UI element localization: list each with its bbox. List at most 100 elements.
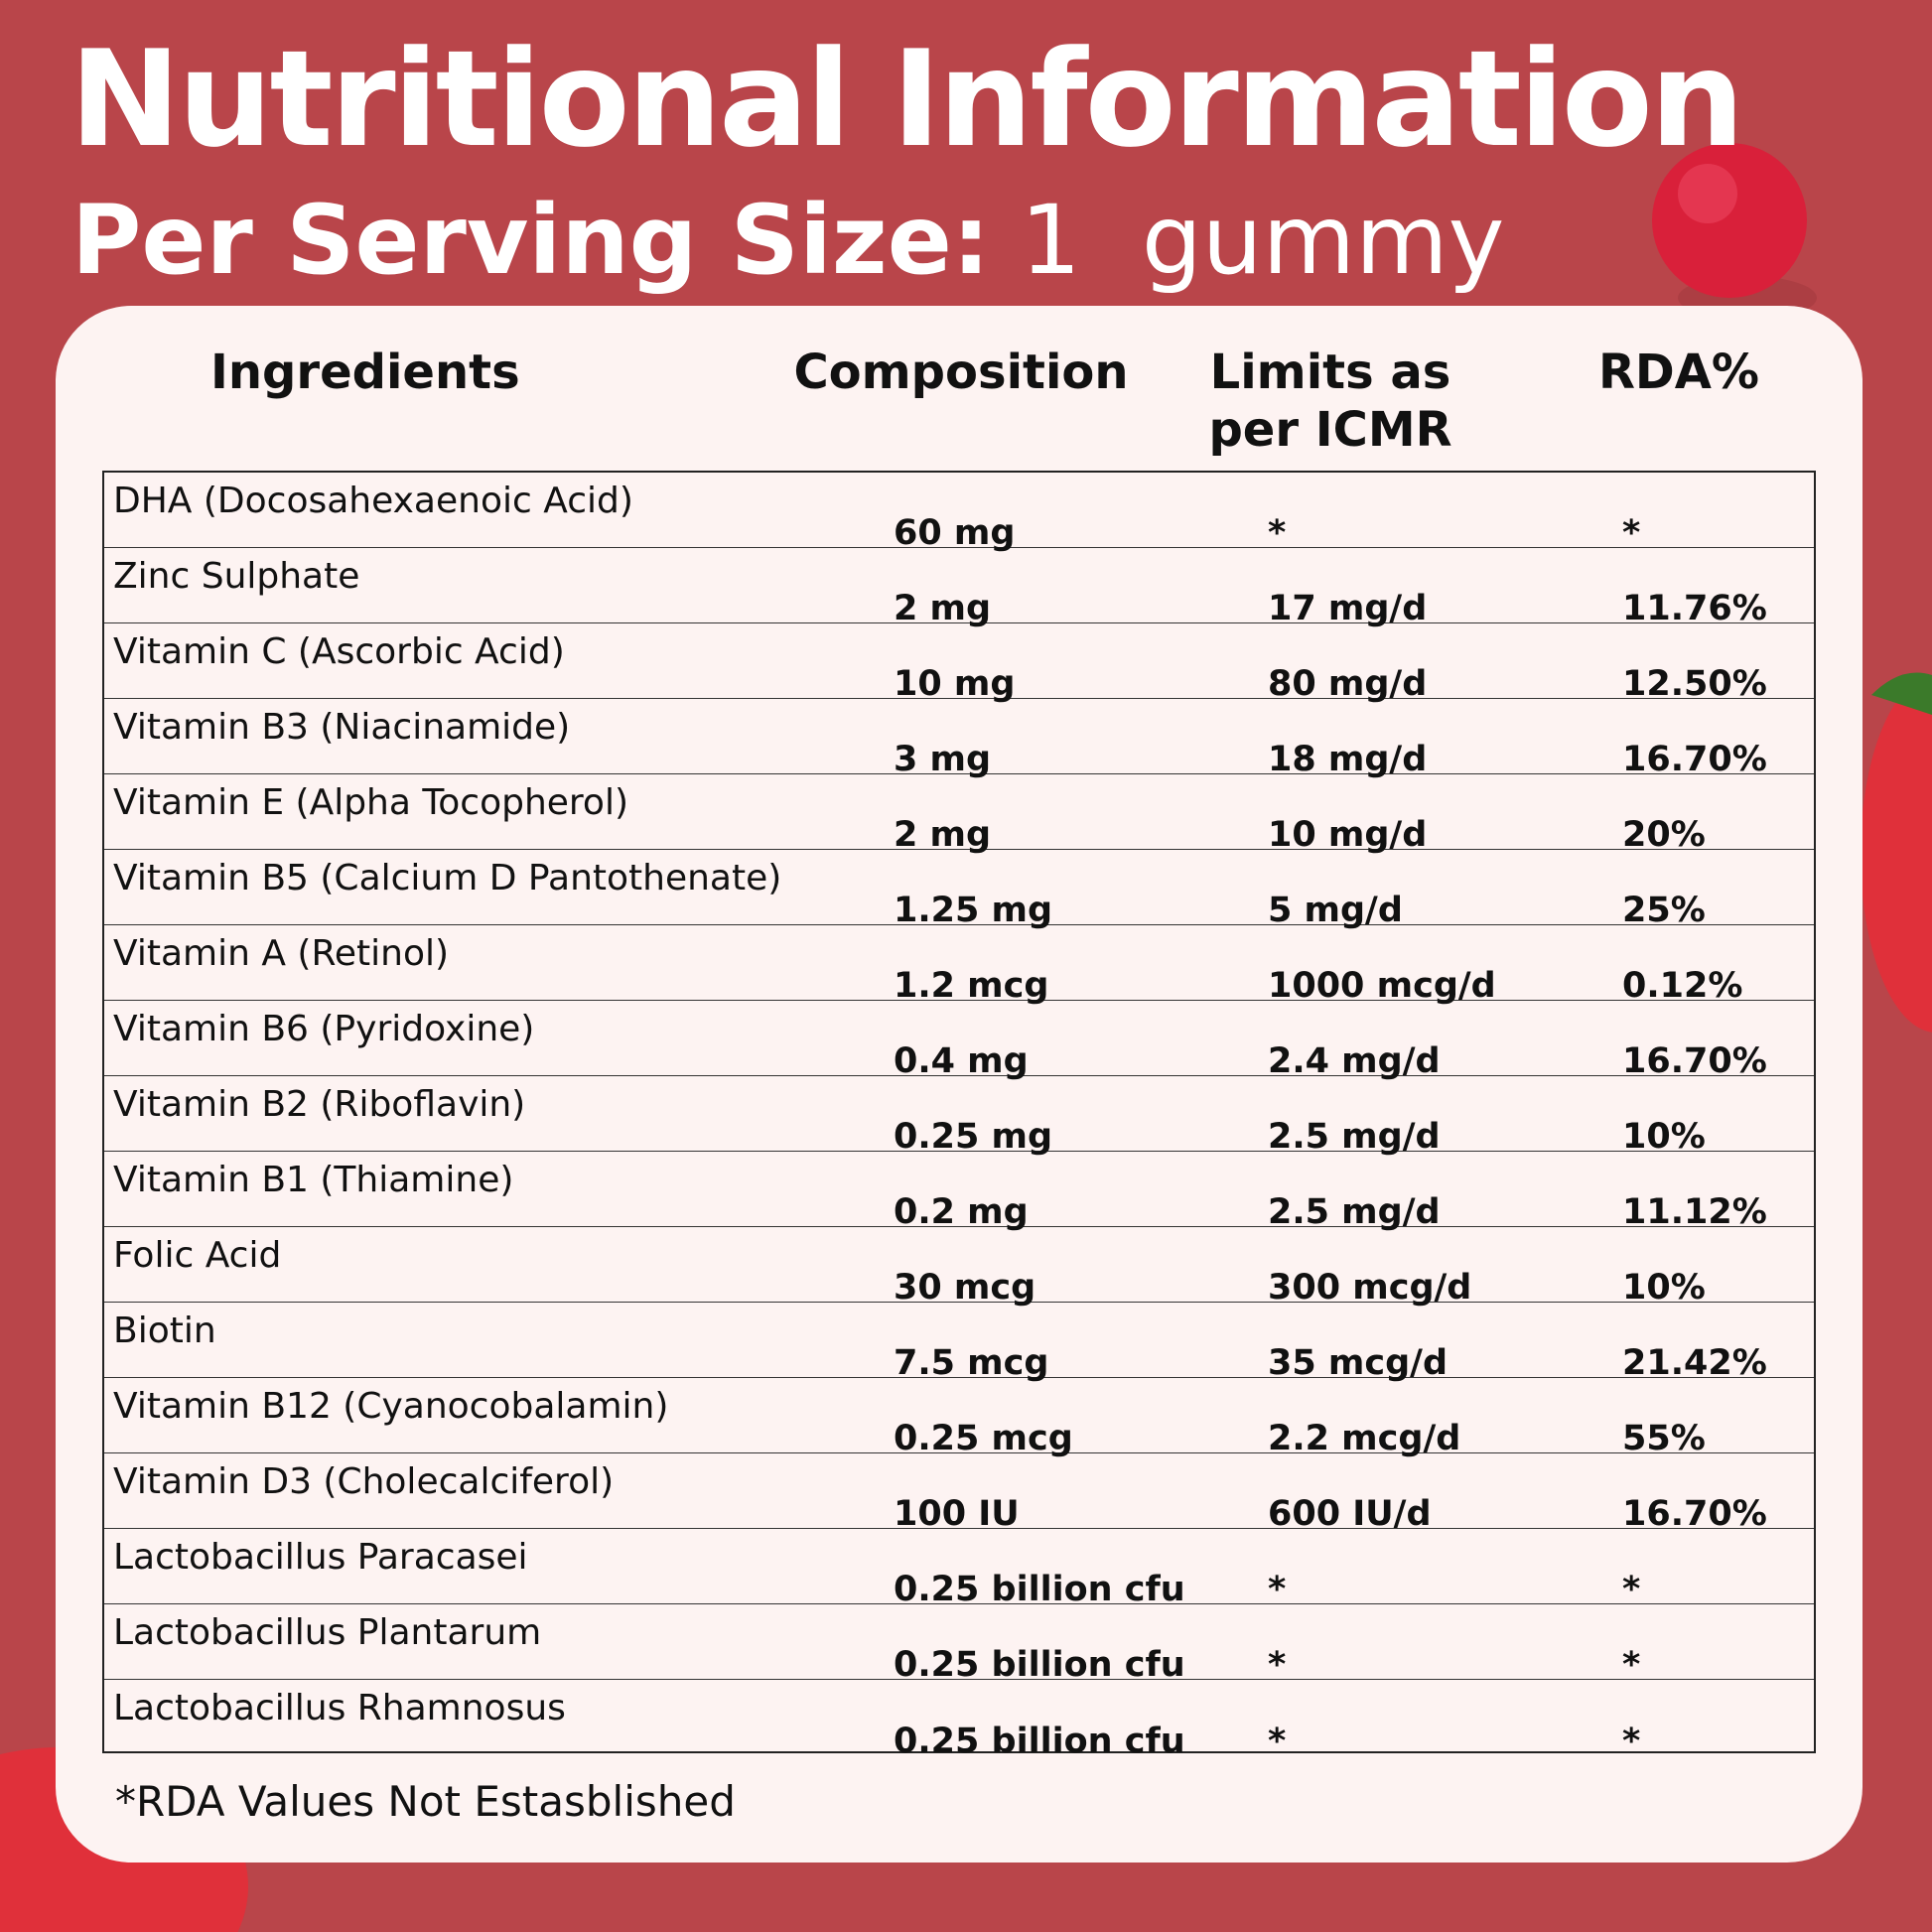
footnote: *RDA Values Not Estasblished — [115, 1777, 736, 1826]
table-row: Vitamin B1 (Thiamine) 0.2 mg 2.5 mg/d 11.12… — [104, 1152, 1814, 1232]
table-cell: 100 IU — [894, 1494, 1020, 1534]
table-row: Zinc Sulphate 2 mg 17 mg/d 11.76% — [104, 548, 1814, 628]
table-row: Vitamin A (Retinol) 1.2 mcg 1000 mcg/d 0.12… — [104, 925, 1814, 1006]
table-cell: 0.25 billion cfu — [894, 1570, 1185, 1609]
table-cell: 11.76% — [1622, 589, 1767, 628]
table-row: Lactobacillus Plantarum 0.25 billion cfu *… — [104, 1604, 1814, 1685]
table-cell: 10 mg — [894, 664, 1016, 704]
table-cell: * — [1268, 1570, 1287, 1609]
table-cell: Vitamin A (Retinol) — [113, 933, 450, 974]
table-cell: 20% — [1622, 815, 1706, 855]
table-cell: 11.12% — [1622, 1192, 1767, 1232]
table: DHA (Docosahexaenoic Acid) 60 mg * * Zinc Su… — [102, 471, 1816, 1761]
table-cell: * — [1268, 1645, 1287, 1685]
table-cell: 0.4 mg — [894, 1041, 1029, 1081]
table-cell: 7.5 mcg — [894, 1343, 1049, 1383]
table-cell: 2.5 mg/d — [1268, 1192, 1441, 1232]
table-cell: Biotin — [113, 1311, 216, 1351]
table-cell: 10 mg/d — [1268, 815, 1428, 855]
table-cell: Vitamin B1 (Thiamine) — [113, 1160, 514, 1200]
table-cell: 600 IU/d — [1268, 1494, 1432, 1534]
table-cell: 5 mg/d — [1268, 891, 1403, 930]
title: Nutritional Information — [69, 22, 1744, 177]
table-row: Folic Acid 30 mcg 300 mcg/d 10% — [104, 1227, 1814, 1308]
table-cell: Lactobacillus Paracasei — [113, 1537, 528, 1578]
table-row: Vitamin D3 (Cholecalciferol) 100 IU 600 IU… — [104, 1453, 1814, 1534]
table-cell: * — [1268, 513, 1287, 553]
table-cell: 2 mg — [894, 815, 992, 855]
column-header: RDA% — [1597, 345, 1760, 400]
table-cell: 0.25 billion cfu — [894, 1645, 1185, 1685]
table-cell: DHA (Docosahexaenoic Acid) — [113, 481, 633, 521]
table-cell: Vitamin E (Alpha Tocopherol) — [113, 782, 628, 823]
table-row: Vitamin E (Alpha Tocopherol) 2 mg 10 mg/d 2… — [104, 774, 1814, 855]
column-header: Limits as per ICMR — [1208, 345, 1452, 458]
table-cell: 3 mg — [894, 740, 992, 779]
table-cell: Folic Acid — [113, 1235, 282, 1276]
table-row: Lactobacillus Rhamnosus 0.25 billion cfu *… — [104, 1680, 1814, 1761]
column-header: Composition — [793, 345, 1129, 400]
table-cell: 30 mcg — [894, 1268, 1036, 1308]
table-row: Vitamin C (Ascorbic Acid) 10 mg 80 mg/d 12.… — [104, 623, 1814, 704]
table-row: Vitamin B3 (Niacinamide) 3 mg 18 mg/d 16.70… — [104, 699, 1814, 779]
raspberry-highlight — [1678, 164, 1737, 223]
table-cell: 1.2 mcg — [894, 966, 1049, 1006]
table-cell: 1000 mcg/d — [1268, 966, 1496, 1006]
table-row: Vitamin B12 (Cyanocobalamin) 0.25 mcg 2.2 … — [104, 1378, 1814, 1458]
column-header: Ingredients — [210, 345, 520, 400]
subtitle: Per Serving Size: 1 gummy — [71, 185, 1504, 296]
strawberry-right — [1861, 675, 1932, 1033]
strawberry-leaf — [1871, 672, 1932, 715]
table-cell: 2 mg — [894, 589, 992, 628]
table-cell: Vitamin D3 (Cholecalciferol) — [113, 1461, 615, 1502]
table-cell: * — [1622, 513, 1641, 553]
table-cell: 25% — [1622, 891, 1706, 930]
table-cell: Vitamin B5 (Calcium D Pantothenate) — [113, 858, 782, 898]
table-cell: * — [1268, 1722, 1287, 1761]
table-cell: * — [1622, 1722, 1641, 1761]
table-cell: 16.70% — [1622, 1041, 1767, 1081]
table-cell: 16.70% — [1622, 740, 1767, 779]
table-cell: Vitamin B2 (Riboflavin) — [113, 1084, 526, 1125]
table-cell: 0.25 billion cfu — [894, 1722, 1185, 1761]
table-row: Vitamin B2 (Riboflavin) 0.25 mg 2.5 mg/d 10… — [104, 1076, 1814, 1157]
table-cell: 35 mcg/d — [1268, 1343, 1448, 1383]
table-cell: Vitamin B12 (Cyanocobalamin) — [113, 1386, 669, 1427]
table-cell: Vitamin B6 (Pyridoxine) — [113, 1009, 535, 1049]
table-cell: 2.5 mg/d — [1268, 1117, 1441, 1157]
table-cell: 80 mg/d — [1268, 664, 1428, 704]
table-cell: Vitamin B3 (Niacinamide) — [113, 707, 571, 748]
table-row: DHA (Docosahexaenoic Acid) 60 mg * * — [104, 473, 1814, 553]
table-cell: Lactobacillus Plantarum — [113, 1612, 542, 1653]
table-cell: 17 mg/d — [1268, 589, 1428, 628]
table-row: Lactobacillus Paracasei 0.25 billion cfu *… — [104, 1529, 1814, 1609]
table-row: Biotin 7.5 mcg 35 mcg/d 21.42% — [104, 1303, 1814, 1383]
table-cell: 2.2 mcg/d — [1268, 1419, 1461, 1458]
table-cell: * — [1622, 1570, 1641, 1609]
table-row: Vitamin B5 (Calcium D Pantothenate) 1.25 … — [104, 850, 1814, 930]
table-cell: 1.25 mg — [894, 891, 1053, 930]
table-cell: 0.12% — [1622, 966, 1743, 1006]
subtitle-value: 1 gummy — [1020, 185, 1505, 296]
table-cell: * — [1622, 1645, 1641, 1685]
table-cell: 0.25 mcg — [894, 1419, 1073, 1458]
table-cell: Vitamin C (Ascorbic Acid) — [113, 631, 565, 672]
table-cell: Lactobacillus Rhamnosus — [113, 1688, 566, 1728]
table-cell: 12.50% — [1622, 664, 1767, 704]
table-cell: 10% — [1622, 1117, 1706, 1157]
table-row: Vitamin B6 (Pyridoxine) 0.4 mg 2.4 mg/d 16.… — [104, 1001, 1814, 1081]
table-cell: 10% — [1622, 1268, 1706, 1308]
table-cell: 300 mcg/d — [1268, 1268, 1472, 1308]
table-cell: 55% — [1622, 1419, 1706, 1458]
table-cell: 0.25 mg — [894, 1117, 1053, 1157]
card — [56, 306, 1863, 1863]
table-cell: Zinc Sulphate — [113, 556, 360, 597]
table-cell: 16.70% — [1622, 1494, 1767, 1534]
table-cell: 60 mg — [894, 513, 1016, 553]
table-cell: 0.2 mg — [894, 1192, 1029, 1232]
table-cell: 21.42% — [1622, 1343, 1767, 1383]
table-cell: 2.4 mg/d — [1268, 1041, 1441, 1081]
table-cell: 18 mg/d — [1268, 740, 1428, 779]
subtitle-label: Per Serving Size: — [71, 185, 991, 296]
